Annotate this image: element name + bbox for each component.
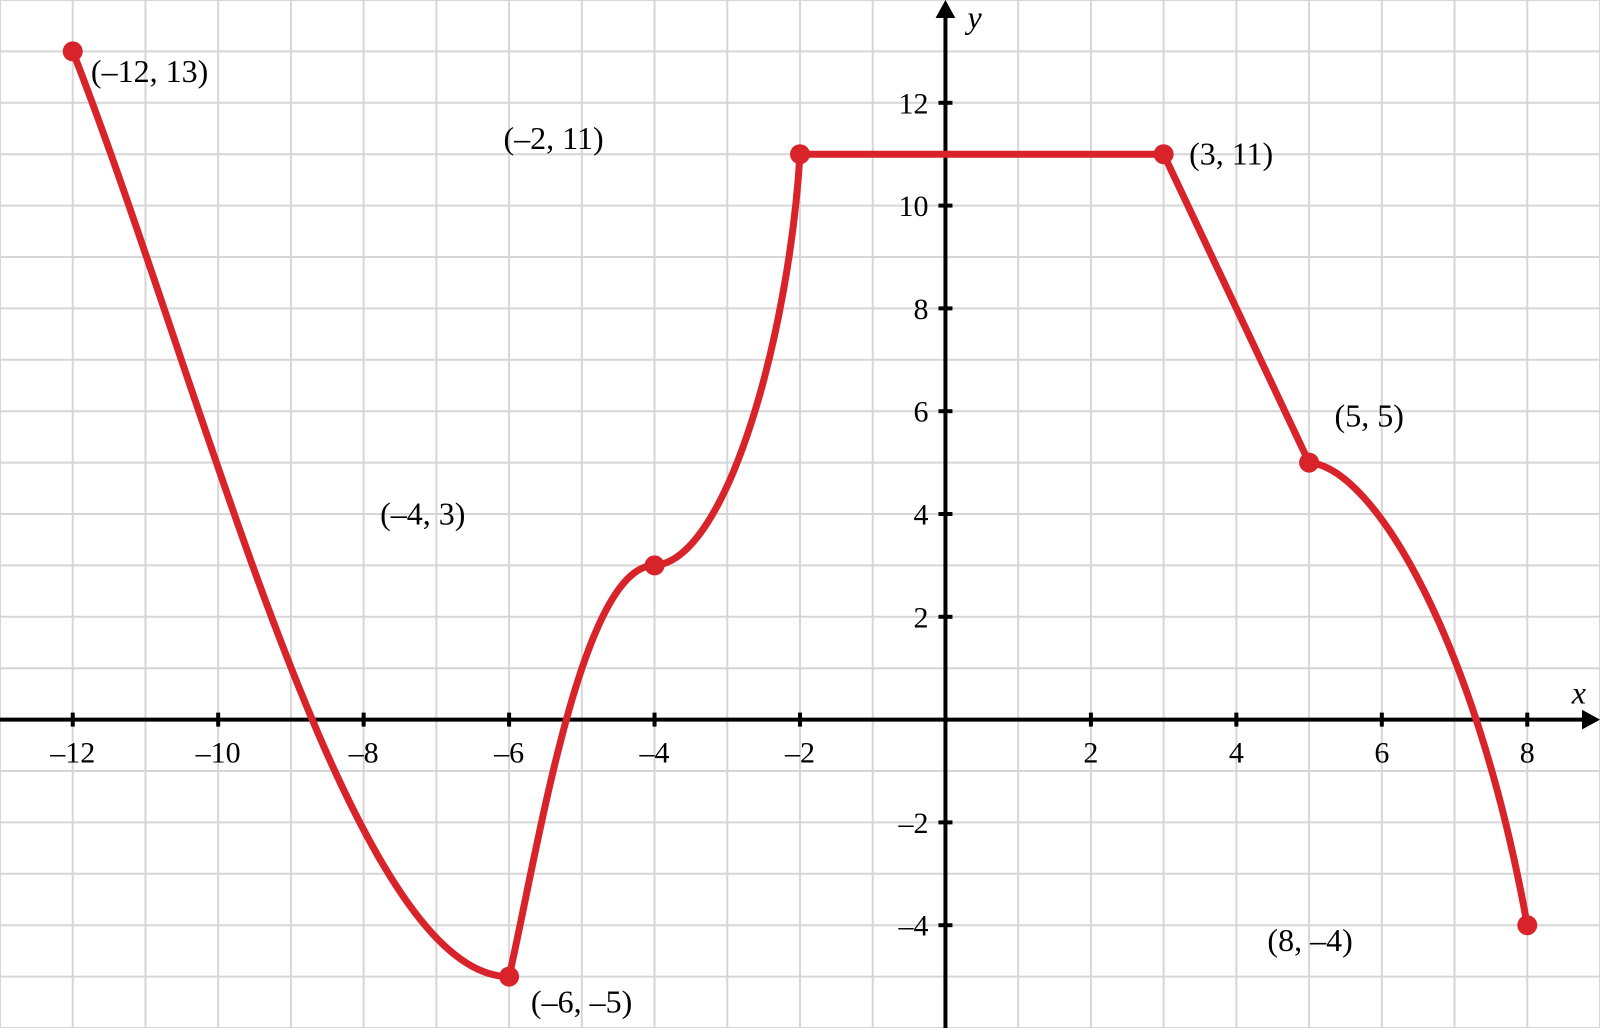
y-tick-label: 10: [898, 190, 928, 223]
key-point: [645, 555, 665, 575]
x-tick-label: 6: [1374, 737, 1389, 770]
key-point: [790, 144, 810, 164]
key-point: [1299, 453, 1319, 473]
key-point: [1517, 915, 1537, 935]
x-tick-label: 2: [1083, 737, 1098, 770]
y-tick-label: 6: [913, 396, 928, 429]
x-tick-label: –8: [348, 737, 379, 770]
point-label: (–6, –5): [531, 984, 632, 1020]
x-tick-label: –4: [639, 737, 670, 770]
point-label: (5, 5): [1335, 398, 1404, 434]
key-point: [499, 967, 519, 987]
y-tick-label: 2: [913, 601, 928, 634]
chart-svg: –12 –10 –8 –6 –4 –2 2 4 6 8 –4 –2 2 4 6 8 10 12 x y (–12, 13…: [0, 0, 1600, 1028]
y-axis-label: y: [964, 0, 982, 35]
x-tick-label: –12: [49, 737, 95, 770]
y-tick-label: 4: [913, 499, 928, 532]
x-tick-label: –2: [784, 737, 815, 770]
y-tick-label: 12: [898, 87, 928, 120]
y-tick-label: –4: [897, 910, 928, 943]
point-label: (8, –4): [1267, 922, 1352, 958]
y-tick-label: 8: [913, 293, 928, 326]
y-tick-label: –2: [897, 807, 928, 840]
x-axis-label: x: [1571, 675, 1586, 711]
x-tick-label: –10: [195, 737, 241, 770]
function-graph-chart: –12 –10 –8 –6 –4 –2 2 4 6 8 –4 –2 2 4 6 8 10 12 x y (–12, 13…: [0, 0, 1600, 1028]
point-label: (–2, 11): [504, 120, 604, 156]
x-tick-label: 4: [1229, 737, 1244, 770]
point-label: (3, 11): [1189, 135, 1273, 171]
x-tick-label: 8: [1520, 737, 1535, 770]
key-point: [63, 41, 83, 61]
point-label: (–4, 3): [380, 495, 465, 531]
x-tick-label: –6: [493, 737, 524, 770]
key-point: [1154, 144, 1174, 164]
point-label: (–12, 13): [91, 53, 208, 89]
